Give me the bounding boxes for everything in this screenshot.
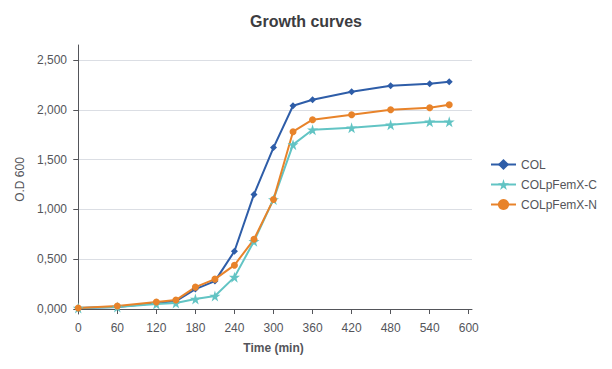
- svg-text:600: 600: [459, 321, 479, 335]
- svg-text:60: 60: [111, 321, 125, 335]
- svg-text:360: 360: [303, 321, 323, 335]
- svg-text:2,500: 2,500: [37, 53, 67, 67]
- svg-text:Time (min): Time (min): [243, 341, 303, 355]
- svg-text:540: 540: [420, 321, 440, 335]
- svg-text:180: 180: [185, 321, 205, 335]
- svg-text:0,000: 0,000: [37, 302, 67, 316]
- svg-text:1,000: 1,000: [37, 202, 67, 216]
- svg-text:COLpFemX-N: COLpFemX-N: [521, 198, 597, 212]
- svg-text:480: 480: [381, 321, 401, 335]
- svg-text:2,000: 2,000: [37, 103, 67, 117]
- svg-text:240: 240: [224, 321, 244, 335]
- svg-text:0: 0: [75, 321, 82, 335]
- svg-text:0,500: 0,500: [37, 252, 67, 266]
- svg-text:420: 420: [342, 321, 362, 335]
- svg-text:COLpFemX-C: COLpFemX-C: [521, 178, 597, 192]
- svg-text:COL: COL: [521, 158, 546, 172]
- svg-text:300: 300: [263, 321, 283, 335]
- svg-text:Growth curves: Growth curves: [250, 13, 362, 30]
- svg-text:O.D 600: O.D 600: [13, 157, 27, 202]
- svg-text:120: 120: [146, 321, 166, 335]
- svg-text:1,500: 1,500: [37, 153, 67, 167]
